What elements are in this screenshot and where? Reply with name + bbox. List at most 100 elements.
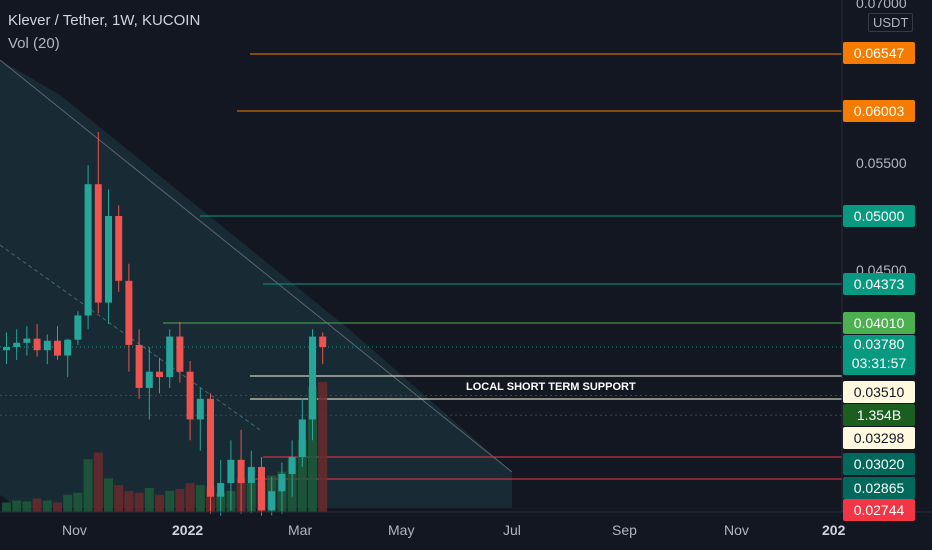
candle-body [33,338,41,351]
price-badge-value: 0.03020 [853,456,905,472]
price-badge-value: 0.04010 [853,315,905,331]
time-tick-0: Nov [62,522,87,538]
candles [3,131,327,516]
volume-bar [185,483,195,512]
candle-body [84,184,92,316]
volume-bar [195,485,205,512]
candle-body [156,371,163,378]
candle-body [298,419,306,457]
candle-body [278,474,286,492]
price-badge-value: 1.354B [856,407,902,423]
time-tick-7: 202 [822,522,846,538]
candle-body [23,338,31,343]
volume-bar [124,490,134,512]
time-tick-2: Mar [288,522,313,538]
channel-upper-trendline[interactable] [0,59,513,473]
price-badge[interactable]: 0.06003 [843,100,915,122]
price-badge-value: 0.03510 [853,384,905,400]
volume-bar [155,494,164,512]
price-badge-value: 0.06547 [853,45,905,61]
candle-body [288,457,296,475]
price-tick-0: 0.07000 [856,0,907,11]
candle-body [54,340,61,356]
horizontal-levels [0,53,842,480]
volume-bar [83,459,93,512]
time-tick-1: 2022 [172,522,204,538]
price-badge[interactable]: 0.05000 [843,205,915,227]
price-badge[interactable]: 1.354B [843,404,915,426]
candle-body [64,339,72,356]
volume-bar [63,494,73,512]
candle-body [186,371,194,420]
price-badge[interactable]: 0.02744 [843,499,915,521]
candle-body [227,459,235,484]
price-badge[interactable]: 0.06547 [843,42,915,64]
candle-body [43,340,51,351]
volume-bar [134,492,144,512]
price-tick-1: 0.05500 [856,155,907,171]
volume-bar [175,488,185,512]
candle-body [237,459,245,484]
candle-body [176,336,184,372]
volume-bar [73,492,83,512]
candle-body [74,315,82,340]
chart-legend: Klever / Tether, 1W, KUCOIN Vol (20) [8,12,200,52]
bar-countdown: 03:31:57 [851,355,907,371]
volume-bar [32,498,42,512]
time-tick-3: May [388,522,415,538]
volume-bar [12,500,22,512]
price-badge[interactable]: 0.02865 [843,477,915,499]
candle-body [145,371,153,388]
volume-bar [2,502,11,512]
volume-bar [93,452,103,512]
volume-bar [297,439,307,512]
candle-body [196,398,204,420]
volume-bar [53,502,62,512]
price-badge[interactable]: 0.03780 03:31:57 [843,335,915,375]
price-badge-value: 0.04373 [853,276,905,292]
price-badge-value: 0.02865 [853,480,905,496]
candle-body [105,216,112,303]
volume-bar [318,382,328,512]
candle-body [94,184,102,303]
price-badge[interactable]: 0.04373 [843,273,915,295]
price-badge[interactable]: 0.03298 [843,427,915,449]
time-tick-6: Nov [724,522,749,538]
candle-body [135,344,143,388]
price-badge[interactable]: 0.03510 [843,381,915,403]
candle-body [258,466,265,511]
volume-indicator-label[interactable]: Vol (20) [8,35,60,52]
price-badge-value: 0.06003 [853,103,905,119]
volume-bar [144,487,154,512]
descending-channel[interactable] [0,60,512,508]
candle-body [309,336,316,420]
candle-body [166,336,174,378]
time-tick-5: Sep [612,522,637,538]
candle-body [125,280,133,345]
price-badge-value: 0.03298 [853,430,905,446]
candle-body [217,483,225,497]
time-tick-4: Jul [503,522,521,538]
symbol-title[interactable]: Klever / Tether, 1W, KUCOIN [8,12,201,29]
volume-bar [165,490,175,512]
candle-body [247,466,255,484]
price-unit-label[interactable]: USDT [868,13,914,32]
price-badge-value: 0.03780 [853,336,905,352]
volume-bar [114,485,124,512]
candle-body [13,342,21,347]
volume-bar [308,387,317,512]
candle-body [319,336,327,347]
candle-body [115,216,123,281]
candle-body [268,491,276,511]
price-badge[interactable]: 0.03020 [843,453,915,475]
candle-body [3,347,10,351]
support-annotation[interactable]: LOCAL SHORT TERM SUPPORT [466,381,636,393]
volume-bar [104,478,113,512]
price-badge-value: 0.05000 [853,208,905,224]
price-badge[interactable]: 0.04010 [843,312,915,334]
volume-bar [22,501,32,512]
volume-bar [42,500,52,512]
price-badge-value: 0.02744 [853,502,905,518]
candle-body [207,398,214,497]
